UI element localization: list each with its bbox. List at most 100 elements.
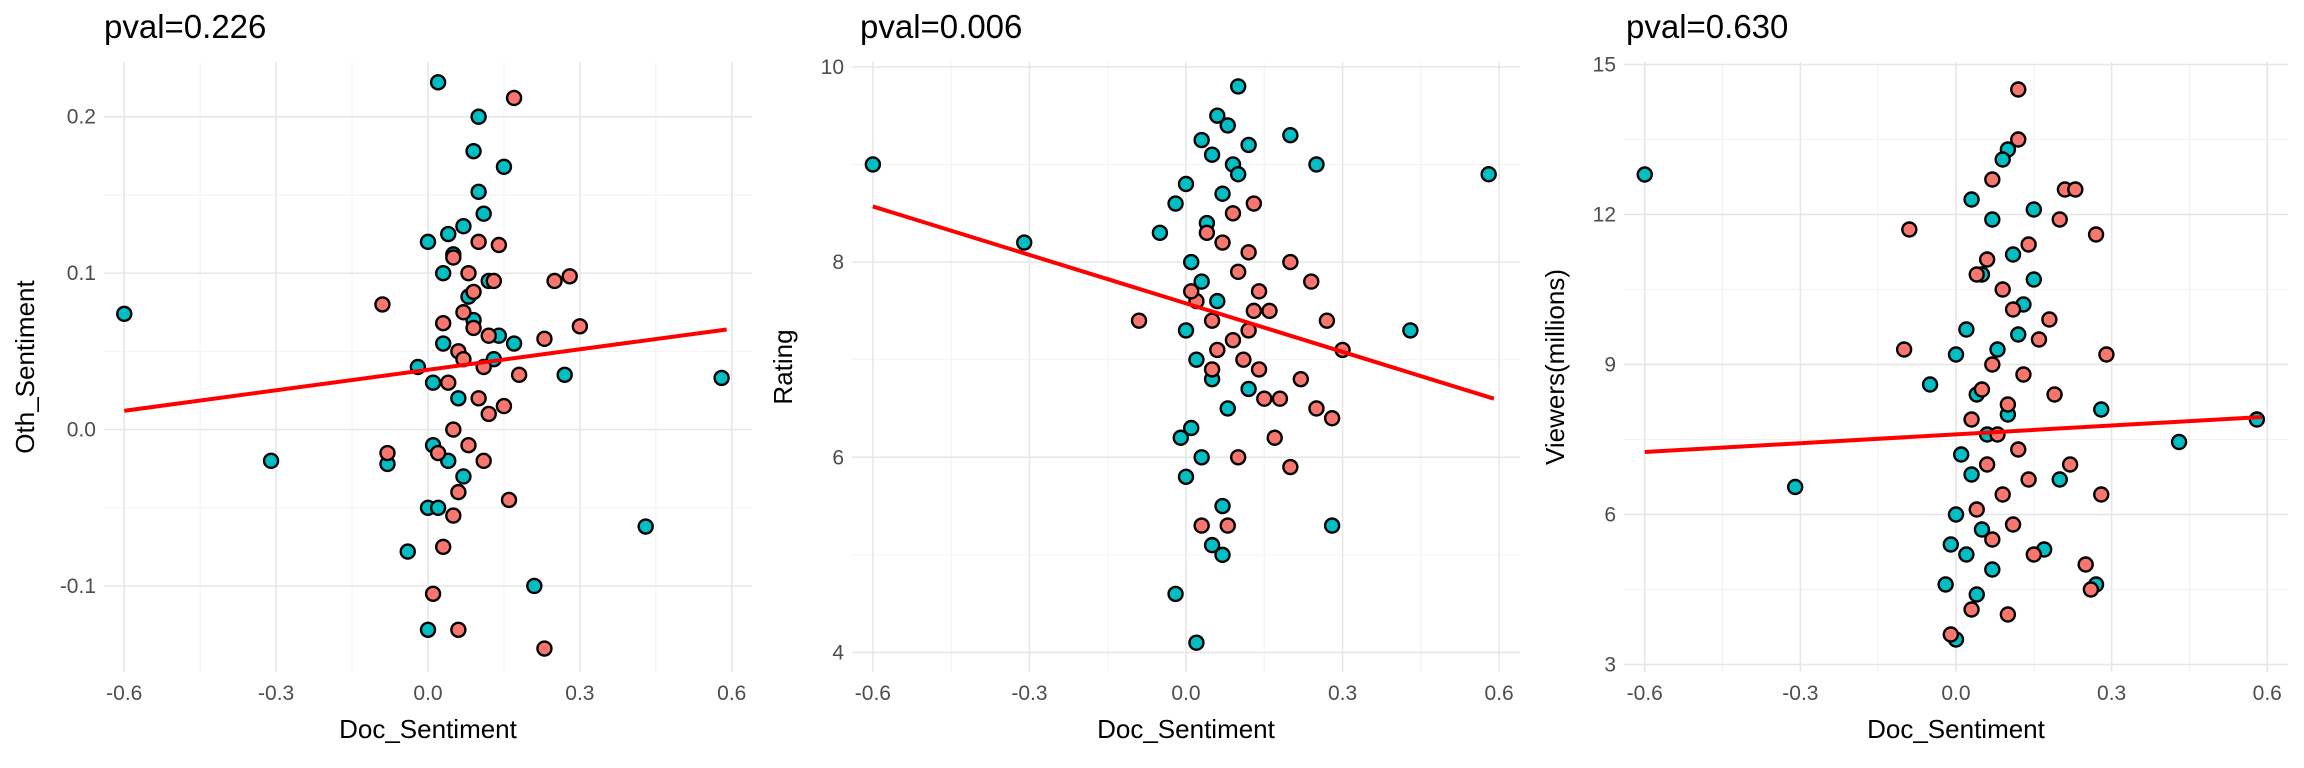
y-tick-label: -0.1	[60, 575, 96, 598]
data-point-salmon	[434, 315, 452, 332]
data-point-teal	[1016, 234, 1033, 251]
data-point-teal	[116, 305, 133, 323]
data-point-teal	[1786, 478, 1804, 496]
data-point-salmon	[1978, 251, 1996, 268]
x-tick-label: 0.3	[2097, 682, 2126, 705]
data-point-teal	[1636, 166, 1653, 183]
data-point-teal	[419, 621, 437, 638]
chart-title: pval=0.226	[104, 8, 267, 45]
data-point-salmon	[1901, 221, 1918, 238]
data-point-salmon	[1984, 171, 2001, 188]
data-point-salmon	[440, 374, 457, 391]
data-point-teal	[1214, 497, 1231, 515]
data-point-teal	[1984, 561, 2001, 578]
data-point-teal	[2093, 401, 2110, 418]
data-point-salmon	[1245, 302, 1263, 320]
data-point-salmon	[1963, 601, 1980, 618]
data-point-salmon	[465, 283, 482, 301]
chart-panel-rating: pval=0.006 -0.6 -0.3 0.0 0.3 0.6 4 6 8 10 Doc_Sen…	[768, 0, 1536, 768]
data-point-salmon	[1183, 283, 1200, 300]
data-point-teal	[1214, 185, 1231, 202]
data-point-teal	[1282, 126, 1299, 144]
y-tick-label: 3	[1604, 654, 1616, 677]
data-point-salmon	[1256, 390, 1273, 407]
data-point-salmon	[455, 304, 472, 321]
y-tick-label: 12	[1593, 204, 1616, 227]
y-axis-label: Rating	[768, 329, 798, 404]
chart-panel-viewers: pval=0.630 -0.6 -0.3 0.0 0.3 0.6 3 6 9 12 15 Doc_S…	[1536, 0, 2304, 768]
data-point-salmon	[424, 585, 442, 602]
data-point-salmon	[429, 444, 447, 462]
data-point-salmon	[2010, 131, 2027, 148]
data-point-teal	[1209, 107, 1226, 124]
regression-line	[872, 204, 1495, 401]
data-point-salmon	[465, 319, 482, 337]
x-tick-label: 0.0	[1171, 682, 1200, 705]
data-point-salmon	[2025, 546, 2043, 563]
data-point-salmon	[536, 330, 553, 348]
data-point-salmon	[1978, 456, 1996, 473]
data-point-salmon	[485, 272, 503, 290]
x-tick-label: -0.6	[106, 682, 142, 705]
data-point-salmon	[1250, 361, 1268, 378]
data-point-salmon	[505, 89, 523, 107]
x-tick-label: 0.0	[413, 682, 442, 705]
data-point-salmon	[1963, 411, 1980, 428]
data-point-teal	[475, 205, 492, 222]
data-point-salmon	[1942, 626, 1960, 643]
data-point-salmon	[495, 397, 513, 415]
data-point-teal	[2010, 326, 2027, 343]
data-point-teal	[1167, 585, 1184, 603]
data-point-teal	[1947, 346, 1965, 363]
data-point-teal	[1989, 341, 2006, 358]
data-point-salmon	[434, 538, 452, 556]
x-tick-label: 0.3	[565, 682, 594, 705]
data-point-salmon	[2004, 516, 2022, 533]
data-point-teal	[455, 218, 472, 235]
data-point-teal	[1958, 546, 1975, 563]
data-point-teal	[1958, 321, 1975, 338]
data-point-salmon	[1198, 224, 1216, 242]
data-point-salmon	[480, 327, 497, 344]
data-point-teal	[1214, 546, 1231, 564]
data-point-teal	[2051, 471, 2068, 488]
data-point-salmon	[1209, 341, 1226, 359]
y-tick-label: 8	[832, 251, 844, 274]
data-point-salmon	[1895, 341, 1913, 358]
data-point-teal	[465, 142, 482, 160]
data-point-salmon	[1224, 331, 1242, 349]
x-tick-label: -0.3	[258, 682, 294, 705]
data-point-salmon	[2010, 81, 2027, 98]
data-point-teal	[1973, 521, 1991, 538]
data-point-teal	[455, 468, 472, 485]
data-point-salmon	[2030, 331, 2048, 348]
y-tick-label: 6	[1604, 504, 1616, 527]
data-point-salmon	[546, 272, 563, 290]
regression-line	[123, 327, 727, 413]
data-point-salmon	[1999, 396, 2017, 413]
data-point-teal	[429, 499, 447, 516]
data-point-teal	[1984, 211, 2001, 228]
data-point-salmon	[2020, 471, 2037, 488]
data-point-teal	[1921, 376, 1939, 393]
data-point-salmon	[1323, 410, 1341, 427]
data-point-salmon	[500, 491, 518, 509]
data-point-teal	[1240, 380, 1257, 398]
data-point-salmon	[1318, 312, 1336, 329]
data-point-salmon	[571, 318, 589, 335]
y-tick-label: 9	[1604, 354, 1616, 377]
x-axis-label: Doc_Sentiment	[339, 714, 518, 744]
data-point-teal	[1963, 191, 1980, 208]
data-point-salmon	[1984, 531, 2001, 548]
data-point-salmon	[2041, 311, 2058, 328]
data-point-teal	[1203, 146, 1221, 163]
data-point-teal	[713, 369, 730, 387]
data-point-salmon	[2004, 301, 2022, 318]
data-point-salmon	[445, 507, 462, 524]
data-point-salmon	[470, 390, 487, 407]
data-point-salmon	[2098, 346, 2115, 363]
data-point-teal	[1151, 224, 1169, 242]
data-point-teal	[399, 543, 416, 560]
data-point-teal	[495, 158, 513, 175]
data-point-teal	[1203, 536, 1221, 554]
